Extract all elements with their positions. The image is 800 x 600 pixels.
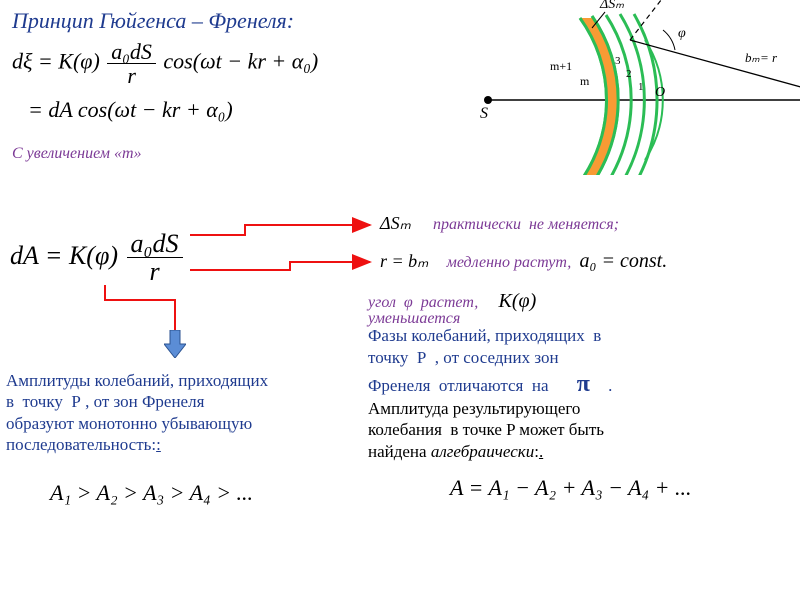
svg-text:ΔSₘ: ΔSₘ [599, 0, 624, 12]
svg-text:S: S [480, 105, 488, 122]
res-l2: колебания в точке P может быть [368, 419, 604, 440]
svg-text:1: 1 [638, 81, 644, 93]
row-dSm: ΔSₘ практически не меняется; [380, 213, 619, 234]
amplitude-text: Амплитуды колебаний, приходящих в точку … [6, 370, 268, 455]
svg-text:φ: φ [678, 26, 686, 41]
ph2: точку P , от соседних зон [368, 347, 612, 369]
ampl-l3: образуют монотонно убывающую [6, 413, 268, 434]
rbm-sym: r = bₘ [380, 251, 428, 271]
dSm-sym: ΔSₘ [380, 213, 411, 233]
angle-txt: угол φ растет, [368, 294, 478, 311]
svg-text:3: 3 [615, 55, 621, 67]
ph1: Фазы колебаний, приходящих в [368, 325, 612, 347]
res-l3: найдена алгебраически:. [368, 441, 604, 462]
svg-text:O: O [655, 85, 665, 100]
block-arrow-icon [164, 330, 186, 358]
kphi: K(φ) [499, 290, 537, 312]
svg-text:m: m [580, 74, 590, 88]
svg-text:2: 2 [626, 68, 632, 80]
sequence-eq: A₁ > A₂ > A₃ > A₄ > ... [50, 480, 253, 506]
result-eq: A = A₁ − A₂ + A₃ − A₄ + ... [450, 475, 692, 501]
ampl-l1: Амплитуды колебаний, приходящих [6, 370, 268, 391]
phase-text: Фазы колебаний, приходящих в точку P , о… [368, 325, 612, 400]
rbm-txt: медленно растут, [447, 254, 572, 271]
res-l1: Амплитуда результирующего [368, 398, 604, 419]
row-rbm: r = bₘ медленно растут, a₀ = const. [380, 250, 667, 273]
result-text: Амплитуда результирующего колебания в то… [368, 398, 604, 462]
a0const: a₀ = const. [580, 250, 668, 272]
svg-text:= r: = r [760, 50, 778, 65]
pi-sym: π [577, 371, 590, 397]
ph3: Френеля отличаются на π . [368, 369, 612, 400]
svg-text:m+1: m+1 [550, 59, 572, 73]
svg-text:bₘ: bₘ [745, 50, 761, 65]
dSm-txt: практически не меняется; [433, 216, 619, 233]
fresnel-diagram: S P O φ ΔSₘ bₘ = r m+1 m 3 2 1 [480, 0, 790, 175]
ampl-l2: в точку P , от зон Френеля [6, 391, 268, 412]
ampl-l4: последовательность:: [6, 434, 268, 455]
